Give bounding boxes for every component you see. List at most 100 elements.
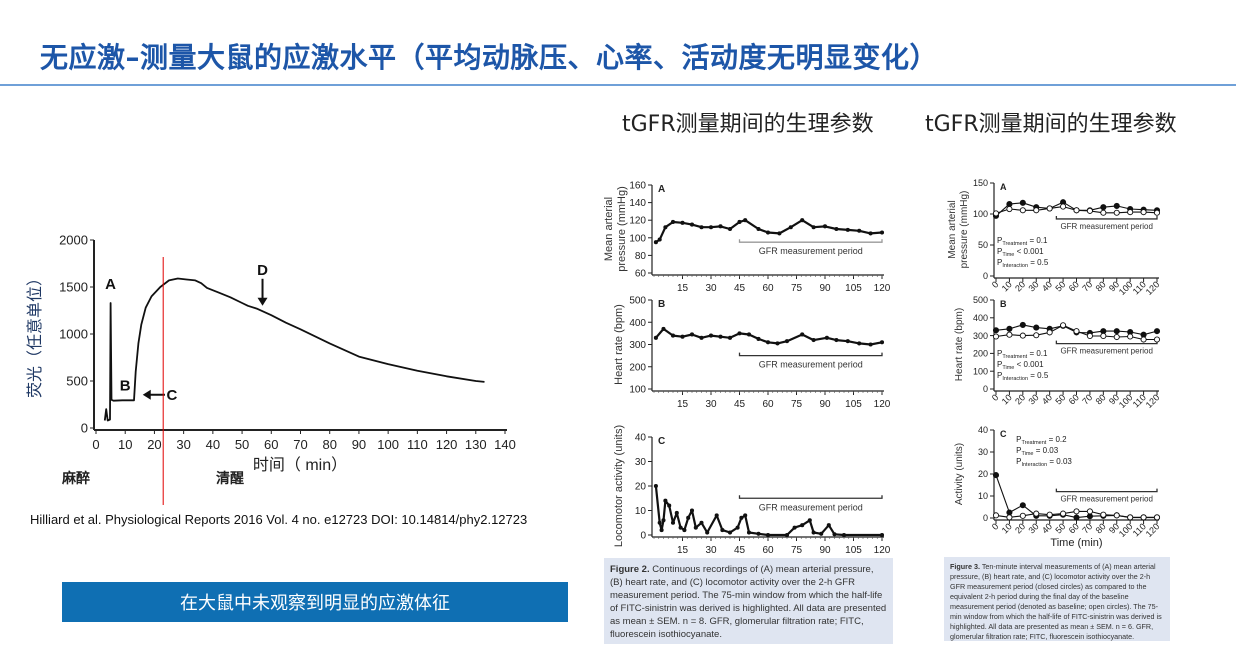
- y-tick-label: 500: [66, 374, 88, 389]
- data-point: [746, 332, 752, 337]
- x-tick-label: 15: [677, 399, 689, 410]
- y-tick-label: 400: [629, 318, 646, 329]
- x-tick-label: 30: [705, 399, 717, 410]
- x-tick-label: 120: [1144, 392, 1162, 410]
- p-value-text: = 0.5: [1028, 371, 1049, 380]
- p-value-symbol: P: [997, 236, 1002, 245]
- y-tick-label: 0: [983, 513, 988, 523]
- y-tick-label: 50: [978, 240, 988, 250]
- x-tick-label: 0: [990, 279, 1001, 290]
- conclusion-banner: 在大鼠中未观察到明显的应激体征: [62, 582, 568, 622]
- x-tick-label: 60: [762, 545, 774, 556]
- label-anesthesia: 麻醉: [62, 471, 90, 487]
- header-right: tGFR测量期间的生理参数: [925, 112, 1177, 137]
- data-point: [1153, 514, 1161, 521]
- y-tick-label: 100: [973, 366, 988, 376]
- data-point: [1019, 207, 1026, 214]
- data-point: [1153, 328, 1161, 335]
- p-value-symbol: P: [997, 360, 1002, 369]
- data-point: [845, 227, 850, 232]
- gfr-period-label: GFR measurement period: [759, 246, 863, 256]
- data-point: [1019, 502, 1026, 509]
- data-point: [667, 503, 672, 508]
- y-tick-label: 100: [629, 233, 646, 244]
- p-value-subscript: Interaction: [1002, 376, 1028, 382]
- y-tick-label: 30: [978, 447, 988, 457]
- x-tick-label: 120: [436, 437, 458, 452]
- y-tick-label: 40: [635, 433, 647, 444]
- slide-title: 无应激–测量大鼠的应激水平（平均动脉压、心率、活动度无明显变化）: [40, 41, 939, 74]
- data-point: [686, 515, 691, 520]
- data-point: [682, 528, 687, 533]
- data-point: [868, 342, 873, 347]
- data-point: [663, 225, 668, 230]
- arrow-head: [142, 389, 151, 400]
- data-point: [824, 335, 829, 340]
- panel-letter: C: [658, 436, 665, 447]
- data-point: [735, 525, 740, 530]
- title-divider: [0, 84, 1236, 86]
- data-point: [689, 332, 695, 337]
- data-point: [1019, 199, 1026, 206]
- y-tick-label: 10: [635, 506, 647, 517]
- data-point: [743, 513, 748, 518]
- data-point: [699, 335, 704, 340]
- data-point: [1073, 508, 1080, 515]
- y-axis-label: Heart rate (bpm): [613, 304, 625, 385]
- data-point: [775, 341, 780, 346]
- data-point: [699, 225, 704, 230]
- p-value-symbol: P: [1016, 457, 1021, 466]
- panel-letter: C: [1000, 429, 1007, 439]
- y-tick-label: 20: [978, 469, 988, 479]
- data-point: [1019, 332, 1026, 339]
- data-point: [992, 333, 1000, 340]
- x-tick-label: 75: [791, 399, 803, 410]
- chart-fluorescence: 0 500 1000 1500 2000 0 10 20 30 40 50 60 70 80 90 100 11…: [25, 233, 516, 505]
- data-point: [739, 515, 744, 520]
- data-point: [1127, 333, 1134, 340]
- panel-letter: A: [1000, 182, 1007, 192]
- y-tick-label: 500: [973, 295, 988, 305]
- x-tick-label: 120: [1144, 521, 1162, 539]
- chart-fig2C: 0 10 20 30 40 15 30 45 60 75 90 105 120 Locomotor act…: [613, 425, 891, 556]
- data-point: [832, 532, 837, 537]
- x-tick-label: 45: [734, 545, 746, 556]
- p-value-symbol: P: [997, 371, 1002, 380]
- x-tick-label: 45: [734, 399, 746, 410]
- data-point: [792, 525, 797, 530]
- figure2-caption-label: Figure 2.: [610, 564, 650, 575]
- y-tick-label: 400: [973, 313, 988, 323]
- x-tick-label: 0: [990, 521, 1001, 532]
- data-point: [1113, 512, 1120, 519]
- p-value: PTreatment = 0.2: [1016, 435, 1067, 446]
- panel-letter: B: [658, 299, 665, 310]
- x-tick-label: 120: [874, 545, 891, 556]
- data-point: [788, 225, 793, 230]
- data-point: [1006, 201, 1013, 208]
- p-value-symbol: P: [997, 247, 1002, 256]
- p-value-subscript: Time: [1002, 365, 1014, 371]
- x-axis-label: Time (min): [1050, 537, 1102, 549]
- data-point: [1100, 204, 1107, 211]
- data-point: [1006, 325, 1013, 332]
- y-tick-label: 300: [973, 331, 988, 341]
- data-point: [1033, 324, 1040, 331]
- data-point: [680, 220, 685, 225]
- x-tick-label: 30: [705, 283, 717, 294]
- y-tick-label: 120: [629, 216, 646, 227]
- data-point: [756, 226, 761, 232]
- data-point: [800, 218, 805, 223]
- y-tick-label: 0: [640, 531, 646, 542]
- data-point: [1046, 329, 1053, 336]
- y-axis-label: Heart rate (bpm): [954, 308, 965, 381]
- x-tick-label: 75: [791, 283, 803, 294]
- data-point: [992, 327, 1000, 334]
- data-point: [653, 240, 658, 245]
- p-value: PTime = 0.03: [1016, 446, 1059, 457]
- x-tick-label: 30: [176, 437, 190, 452]
- gfr-period-label: GFR measurement period: [1060, 495, 1152, 504]
- data-point: [841, 532, 847, 538]
- x-tick-label: 50: [235, 437, 249, 452]
- y-tick-label: 1500: [59, 280, 88, 295]
